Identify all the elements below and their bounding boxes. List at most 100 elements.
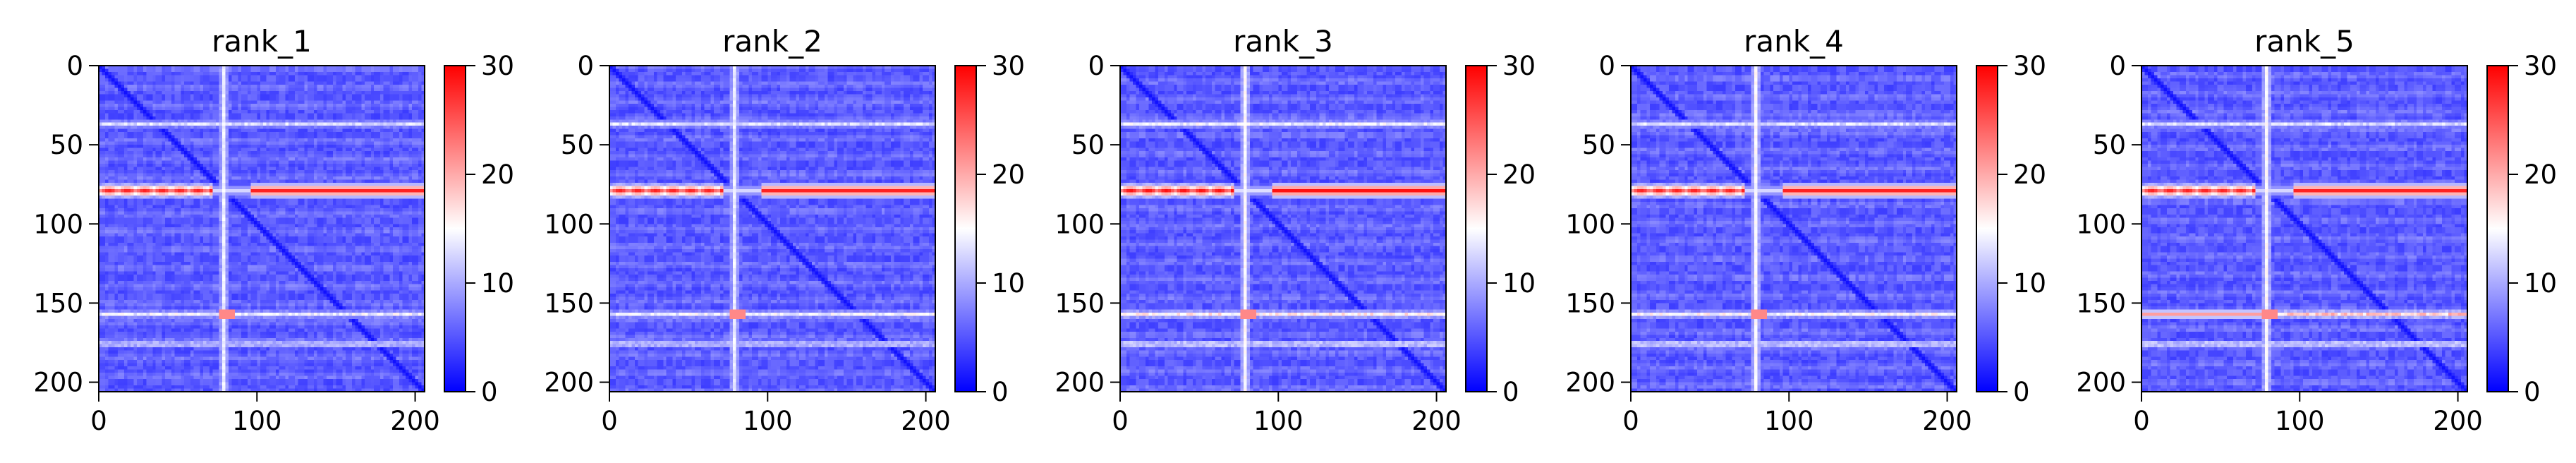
heatmap-cell <box>152 155 156 158</box>
heatmap-cell <box>403 81 406 85</box>
heatmap-cell <box>415 88 419 91</box>
heatmap-cell <box>209 119 213 123</box>
heatmap-cell <box>162 94 166 97</box>
heatmap-cell <box>108 88 111 91</box>
heatmap-cell <box>374 85 377 88</box>
heatmap-cell <box>396 107 400 110</box>
heatmap-cell <box>263 97 267 101</box>
heatmap-cell <box>175 157 178 161</box>
heatmap-cell <box>200 97 204 101</box>
heatmap-cell <box>108 155 111 158</box>
heatmap-cell <box>342 104 346 107</box>
heatmap-cell <box>323 94 327 97</box>
heatmap-cell <box>399 88 403 91</box>
heatmap-cell <box>415 94 419 97</box>
heatmap-cell <box>152 148 156 152</box>
heatmap-cell <box>114 78 118 82</box>
heatmap-cell <box>374 157 377 161</box>
heatmap-cell <box>415 91 419 95</box>
heatmap-cell <box>175 75 178 78</box>
heatmap-cell <box>130 85 134 88</box>
heatmap-cell <box>348 132 352 136</box>
heatmap-cell <box>165 123 169 126</box>
heatmap-cell <box>399 75 403 78</box>
heatmap-cell <box>194 157 198 161</box>
heatmap-cell <box>209 155 213 158</box>
heatmap-cell <box>311 132 315 136</box>
heatmap-cell <box>286 78 289 82</box>
heatmap-cell <box>175 85 178 88</box>
heatmap-cell <box>377 164 381 167</box>
heatmap-cell <box>301 123 305 126</box>
heatmap-cell <box>333 97 336 101</box>
heatmap-cell <box>194 78 198 82</box>
heatmap-cell <box>377 81 381 85</box>
heatmap-cell <box>301 75 305 78</box>
heatmap-cell <box>333 145 336 148</box>
heatmap-cell <box>276 113 279 116</box>
heatmap-cell <box>348 157 352 161</box>
heatmap-cell <box>169 155 172 158</box>
heatmap-cell <box>387 129 390 133</box>
heatmap-cell <box>327 136 330 139</box>
heatmap-cell <box>121 119 124 123</box>
heatmap-cell <box>159 161 162 164</box>
heatmap-cell <box>188 145 191 148</box>
heatmap-cell <box>127 116 130 120</box>
heatmap-cell <box>121 81 124 85</box>
heatmap-cell <box>361 142 365 145</box>
heatmap-cell <box>308 136 311 139</box>
heatmap-cell <box>403 78 406 82</box>
heatmap-cell <box>257 107 260 110</box>
heatmap-cell <box>165 142 169 145</box>
heatmap-cell <box>329 68 333 72</box>
heatmap-cell <box>355 136 358 139</box>
heatmap-cell <box>137 126 140 129</box>
heatmap-cell <box>184 100 188 104</box>
heatmap-cell <box>150 94 153 97</box>
heatmap-cell <box>108 107 111 110</box>
heatmap-cell <box>209 123 213 126</box>
heatmap-cell <box>387 100 390 104</box>
heatmap-cell <box>184 123 188 126</box>
heatmap-cell <box>137 91 140 95</box>
heatmap-cell <box>367 94 371 97</box>
heatmap-cell <box>282 81 286 85</box>
heatmap-cell <box>406 126 409 129</box>
heatmap-cell <box>111 142 115 145</box>
heatmap-cell <box>137 157 140 161</box>
heatmap-cell <box>105 116 109 120</box>
heatmap-cell <box>333 116 336 120</box>
heatmap-cell <box>406 88 409 91</box>
heatmap-cell <box>412 126 415 129</box>
heatmap-cell <box>371 151 375 155</box>
heatmap-cell <box>133 104 137 107</box>
heatmap-cell <box>314 78 317 82</box>
heatmap-cell <box>207 123 210 126</box>
heatmap-cell <box>367 107 371 110</box>
heatmap-cell <box>282 113 286 116</box>
heatmap-cell <box>175 151 178 155</box>
heatmap-cell <box>219 97 222 101</box>
heatmap-cell <box>238 100 241 104</box>
heatmap-cell <box>260 126 264 129</box>
heatmap-cell <box>367 81 371 85</box>
heatmap-cell <box>333 113 336 116</box>
heatmap-cell <box>127 100 130 104</box>
heatmap-cell <box>412 136 415 139</box>
heatmap-cell <box>311 104 315 107</box>
heatmap-cell <box>137 110 140 114</box>
heatmap-cell <box>118 94 121 97</box>
heatmap-cell <box>257 116 260 120</box>
heatmap-cell <box>329 81 333 85</box>
heatmap-cell <box>263 72 267 76</box>
heatmap-cell <box>276 97 279 101</box>
heatmap-cell <box>225 88 229 91</box>
heatmap-cell <box>415 116 419 120</box>
heatmap-cell <box>188 123 191 126</box>
heatmap-cell <box>207 88 210 91</box>
heatmap-cell <box>102 107 105 110</box>
heatmap-cell <box>178 145 181 148</box>
heatmap-cell <box>288 142 292 145</box>
heatmap-cell <box>323 75 327 78</box>
